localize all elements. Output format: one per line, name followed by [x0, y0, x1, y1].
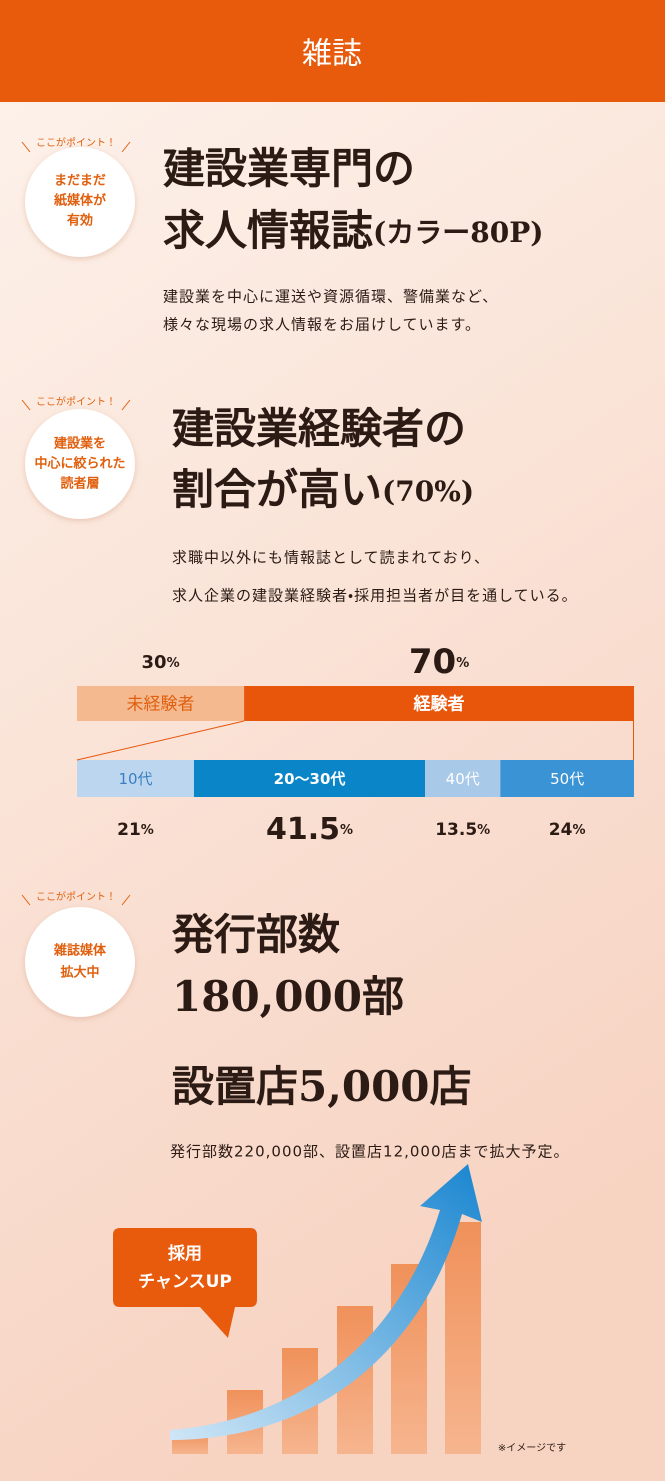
circle-text: 有効 — [67, 213, 93, 229]
badge-deco — [21, 894, 31, 906]
badge: ここがポイント！ — [36, 890, 116, 903]
segment-label: 経験者 — [413, 694, 465, 715]
segment-label: 10代 — [118, 770, 152, 788]
bubble-text: 採用 — [168, 1243, 202, 1264]
bar-segment — [500, 760, 634, 797]
percent-unit: % — [141, 823, 154, 838]
percent-value: 70 — [409, 642, 456, 682]
segment-label: 40代 — [446, 770, 480, 788]
segment-label: 未経験者 — [127, 695, 195, 715]
heading-main: 割合が高い — [172, 465, 382, 514]
percent-value: 24 — [549, 820, 573, 840]
segment-label: 20～30代 — [274, 770, 346, 788]
header-bar — [0, 0, 665, 102]
segment-percent: 24% — [549, 820, 586, 840]
ratio-charts: 未経験者 30% 経験者 70% 10代 21% 20～30代 41.5% 40代 13.5% 50… — [76, 642, 634, 847]
heading: 180,000部 — [172, 972, 404, 1021]
circle-text: 建設業を — [53, 436, 106, 452]
circle-text: 拡大中 — [60, 965, 99, 981]
note: ※イメージです — [498, 1442, 566, 1454]
circle-text: 雑誌媒体 — [53, 943, 107, 959]
point-circle — [25, 409, 135, 519]
bar-segment — [77, 686, 245, 721]
circle-text: 読者層 — [60, 476, 99, 492]
bar-segment — [77, 760, 194, 797]
segment-percent: 41.5% — [266, 812, 353, 847]
section-3: ここがポイント！ 雑誌媒体 拡大中 発行部数 180,000部 設置店5,000… — [21, 890, 570, 1454]
body-text: 求職中以外にも情報誌として読まれており、 — [172, 549, 490, 567]
heading-main: 求人情報誌 — [163, 206, 373, 255]
body-text: 発行部数220,000部、設置店12,000店まで拡大予定。 — [170, 1143, 570, 1161]
header-title: 雑誌 — [302, 37, 362, 72]
heading: 設置店5,000店 — [172, 1062, 472, 1111]
growth-arrow — [170, 1164, 482, 1440]
body-text: 建設業を中心に運送や資源循環、警備業など、 — [163, 288, 498, 306]
heading: 建設業専門の — [163, 144, 415, 193]
bar-segment — [425, 760, 501, 797]
percent-unit: % — [477, 823, 490, 838]
heading: 割合が高い(70%) — [172, 465, 474, 514]
bubble-text: チャンスUP — [138, 1272, 232, 1292]
badge-deco — [121, 399, 131, 411]
percent-unit: % — [167, 656, 180, 671]
segment-label: 50代 — [550, 770, 584, 788]
heading-suffix: (70%) — [382, 475, 474, 508]
illustration: 採用 チャンスUP ※イメージです — [113, 1164, 566, 1454]
point-circle — [25, 907, 135, 1017]
heading-suffix: (カラー80P) — [373, 216, 544, 249]
segment-percent: 21% — [117, 820, 154, 840]
heading: 求人情報誌(カラー80P) — [163, 206, 544, 255]
body-text: 求人企業の建設業経験者・採用担当者が目を通している。 — [172, 587, 578, 605]
badge: ここがポイント！ — [36, 136, 116, 149]
connector — [76, 720, 245, 761]
badge: ここがポイント！ — [36, 395, 116, 408]
heading: 発行部数 — [172, 910, 340, 959]
illustration-bar — [445, 1222, 481, 1454]
badge-deco — [121, 894, 131, 906]
circle-text: 中心に絞られた — [34, 456, 125, 472]
badge-deco — [21, 141, 31, 153]
percent-value: 21 — [117, 820, 141, 840]
percent-unit: % — [572, 823, 585, 838]
point-circle — [25, 147, 135, 257]
percent-value: 41.5 — [266, 812, 340, 847]
badge-deco — [21, 399, 31, 411]
speech-bubble — [113, 1228, 257, 1338]
bar-segment — [244, 686, 634, 721]
section-2: ここがポイント！ 建設業を 中心に絞られた 読者層 建設業経験者の 割合が高い(… — [21, 395, 634, 847]
body-text: 様々な現場の求人情報をお届けしています。 — [163, 316, 481, 334]
badge-deco — [121, 141, 131, 153]
percent-value: 13.5 — [435, 820, 477, 840]
segment-percent: 30% — [142, 652, 180, 673]
bar-segment — [193, 760, 426, 797]
section-1: ここがポイント！ まだまだ 紙媒体が 有効 建設業専門の 求人情報誌(カラー80… — [21, 136, 544, 334]
circle-text: 紙媒体が — [54, 193, 106, 209]
circle-text: まだまだ — [54, 174, 106, 189]
segment-percent: 70% — [409, 642, 469, 682]
percent-unit: % — [340, 823, 353, 838]
percent-unit: % — [456, 656, 469, 671]
percent-value: 30 — [142, 652, 167, 673]
segment-percent: 13.5% — [435, 820, 490, 840]
heading: 建設業経験者の — [172, 404, 466, 453]
